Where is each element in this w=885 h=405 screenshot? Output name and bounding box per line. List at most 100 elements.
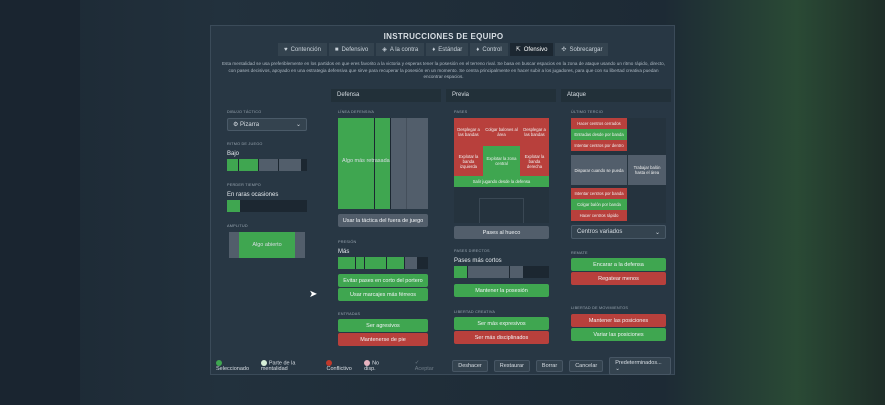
through-balls-button[interactable]: Pases al hueco [454, 226, 549, 239]
mentality-description: Esta mentalidad se usa preferiblemente e… [221, 61, 666, 79]
movement-freedom-label: Libertad de movimientos [571, 306, 629, 310]
pitch-cell[interactable]: Intentar centros por banda [571, 188, 627, 199]
get-stuck-in-button[interactable]: Ser agresivos [338, 319, 428, 332]
penalty-box [479, 198, 524, 223]
timewaste-label: Perder tiempo [227, 183, 261, 187]
shirt-icon: ♦ [432, 46, 436, 53]
dialog-title: INSTRUCCIONES DE EQUIPO [383, 32, 504, 41]
dribble-less-button[interactable]: Regatear menos [571, 272, 666, 285]
pitch-cell[interactable]: Explotar la banda izquierda [454, 146, 483, 176]
tab-defensivo[interactable]: ■ Defensivo [328, 43, 375, 56]
final-third-label: Último tercio [571, 110, 603, 114]
pitch-cell[interactable]: Explotar la zona central [483, 146, 520, 176]
tab-contencion[interactable]: ♥ Contención [278, 43, 327, 56]
legend-dot-icon [216, 359, 222, 366]
legend-selected: Seleccionado [216, 359, 255, 372]
column-header-defense: Defensa [331, 89, 441, 102]
width-label: Amplitud [227, 224, 248, 228]
tempo-slider[interactable] [227, 159, 307, 171]
undo-button[interactable]: Deshacer [452, 360, 488, 372]
pitch-cell[interactable]: Explotar la banda derecha [520, 146, 549, 176]
pitch-cell[interactable]: Desplegar a las bandas [520, 118, 549, 146]
pitch-cell[interactable]: Disparar cuando se pueda [571, 155, 627, 185]
dialog-footer: Seleccionado Parte de la mentalidad Conf… [211, 357, 676, 375]
tab-sobrecargar[interactable]: ✣ Sobrecargar [555, 43, 609, 56]
defensive-line-label: Línea defensiva [338, 110, 375, 114]
press-slider[interactable] [338, 257, 428, 269]
defensive-line-selector[interactable]: Algo más retrasada [338, 118, 428, 209]
pitch-cell[interactable]: Colgar balón por banda [571, 199, 627, 210]
formation-dropdown[interactable]: ⚙ Pizarra ⌄ [227, 118, 307, 131]
overload-icon: ✣ [561, 47, 567, 53]
passing-label: Pases [454, 110, 468, 114]
defensive-line-value: Algo más retrasada [342, 158, 390, 164]
timewaste-value: En raras ocasiones [227, 192, 279, 198]
legend-dot-icon [364, 359, 371, 366]
shield-icon: ■ [334, 46, 339, 53]
passing-pitch[interactable]: Desplegar a las bandas Colgar balones al… [454, 118, 549, 223]
press-value: Más [338, 249, 350, 255]
tab-a-la-contra[interactable]: ◈ A la contra [376, 43, 425, 56]
hold-position-button[interactable]: Mantener las posiciones [571, 314, 666, 327]
clear-button[interactable]: Borrar [535, 360, 564, 372]
column-header-attack: Ataque [561, 89, 671, 102]
chevron-down-icon: ⌄ [654, 229, 660, 236]
pitch-cell[interactable]: Colgar balones al área [483, 118, 520, 146]
tab-control[interactable]: ♦ Control [470, 43, 508, 56]
column-header-build: Previa [446, 89, 556, 102]
pitch-cell[interactable]: Hacer centros rápido [571, 210, 627, 221]
presets-dropdown[interactable]: Predeterminados... ⌄ [609, 357, 671, 375]
finishing-label: Remate [571, 251, 588, 255]
pitch-cell[interactable]: Entradas desde por banda [571, 129, 627, 140]
shield-heart-icon: ♥ [284, 46, 288, 53]
be-more-disciplined-button[interactable]: Ser más disciplinados [454, 331, 549, 344]
be-more-expressive-button[interactable]: Ser más expresivos [454, 317, 549, 330]
pitch-cell[interactable]: Salir jugando desde la defensa [454, 176, 549, 187]
chevron-down-icon: ⌄ [615, 366, 620, 372]
creative-freedom-label: Libertad creativa [454, 310, 496, 314]
crossing-dropdown[interactable]: Centros variados ⌄ [571, 225, 666, 239]
avoid-short-gk-passes-button[interactable]: Evitar pases en corto del portero [338, 274, 428, 287]
tempo-label: Ritmo de juego [227, 142, 263, 146]
directness-label: Pases directos [454, 249, 490, 253]
pitch-cell[interactable]: Trabajar balón hasta el área [628, 155, 666, 185]
mentality-tabs: ♥ Contención ■ Defensivo ◈ A la contra ♦ Est… [278, 43, 609, 56]
take-on-defense-button[interactable]: Encarar a la defensa [571, 258, 666, 271]
directness-slider[interactable] [454, 266, 549, 278]
timewaste-slider[interactable] [227, 200, 307, 212]
tempo-value: Bajo [227, 151, 240, 157]
width-value: Algo abierto [239, 232, 295, 258]
tackling-label: Entradas [338, 312, 361, 316]
offside-trap-button[interactable]: Usar la táctica del fuera de juego [338, 214, 428, 227]
legend-unavailable: No disp. [364, 359, 380, 373]
width-slider[interactable]: Algo abierto [229, 232, 305, 258]
restore-button[interactable]: Restaurar [493, 360, 530, 372]
tab-ofensivo[interactable]: ⇱ Ofensivo [509, 43, 554, 56]
pitch-cell[interactable]: Hacer centros cerrados [571, 118, 627, 129]
formation-label: Dibujo táctico [227, 110, 262, 114]
pitch-cell[interactable]: Intentar centros por dentro [571, 140, 627, 151]
accept-button[interactable]: ✓ Aceptar [414, 360, 434, 372]
stay-on-feet-button[interactable]: Mantenerse de pie [338, 333, 428, 346]
tab-estandar[interactable]: ♦ Estándar [426, 43, 469, 56]
cancel-button[interactable]: Cancelar [569, 360, 604, 372]
legend-mentality: Parte de la mentalidad [260, 359, 296, 373]
tighter-marking-button[interactable]: Usar marcajes más férreos [338, 288, 428, 301]
arrows-out-icon: ⇱ [515, 47, 521, 53]
legend-conflict: Conflictivo [326, 359, 358, 372]
check-icon: ✓ [414, 360, 420, 366]
retain-possession-button[interactable]: Mantener la posesión [454, 284, 549, 297]
team-instructions-dialog: INSTRUCCIONES DE EQUIPO ♥ Contención ■ Def… [210, 25, 675, 375]
background-sidebar [0, 0, 80, 405]
directness-value: Pases más cortos [454, 258, 502, 264]
roam-positions-button[interactable]: Variar las posiciones [571, 328, 666, 341]
mouse-cursor-icon: ➤ [309, 289, 318, 300]
counter-icon: ◈ [382, 47, 387, 53]
legend-dot-icon [260, 359, 267, 366]
final-third-pitch[interactable]: Hacer centros cerrados Entradas desde po… [571, 118, 666, 223]
press-label: Presión [338, 240, 357, 244]
shirt-icon: ♦ [476, 46, 480, 53]
gear-icon: ⚙ [233, 122, 241, 128]
legend-dot-icon [326, 359, 333, 366]
pitch-cell[interactable]: Desplegar a las bandas [454, 118, 483, 146]
